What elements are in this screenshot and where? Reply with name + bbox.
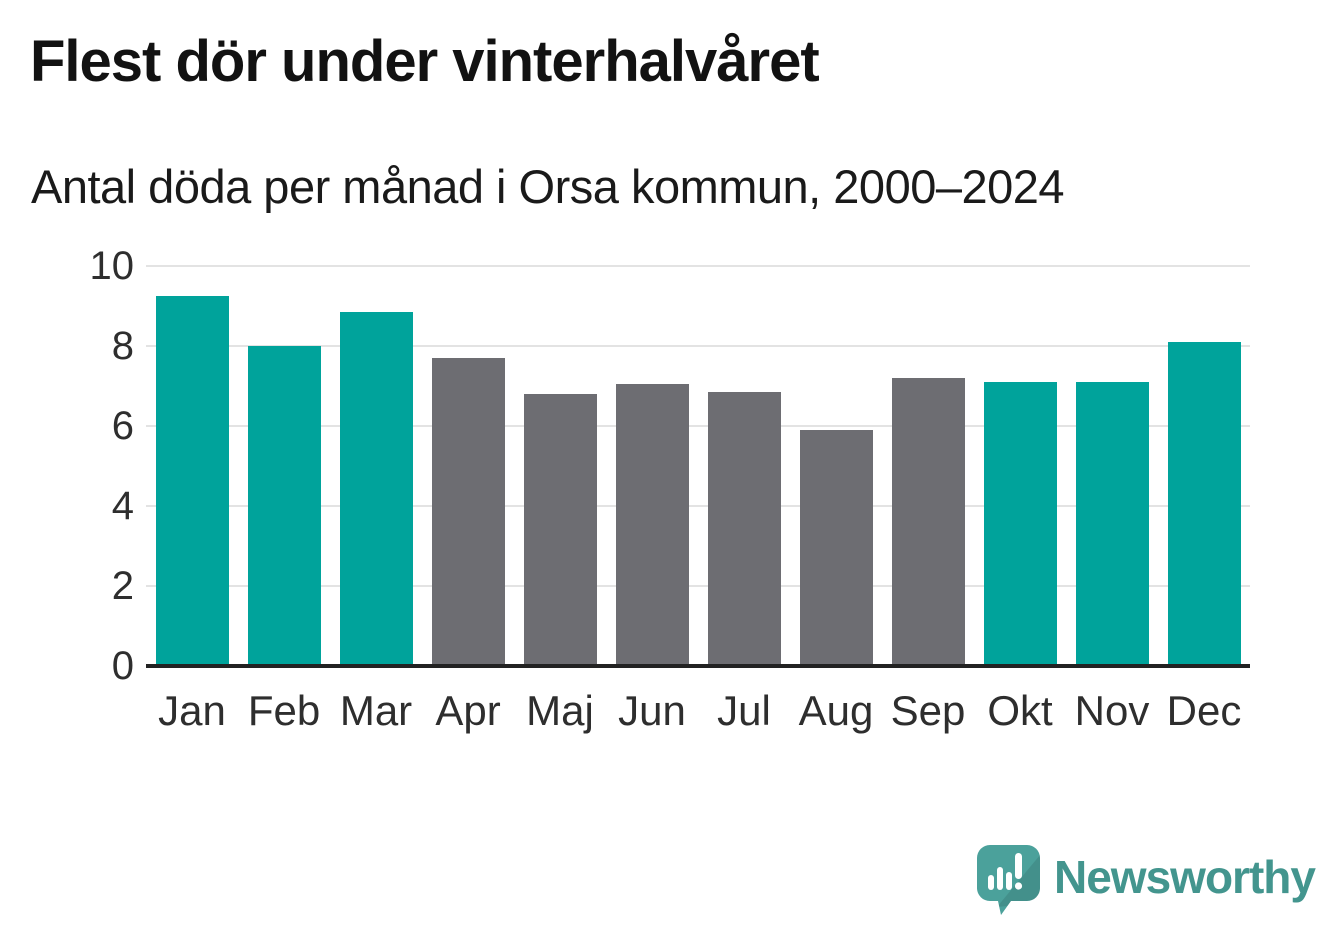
bar-jul bbox=[707, 392, 781, 666]
bar-dec bbox=[1167, 342, 1241, 666]
bar-jun bbox=[615, 384, 689, 666]
chart-subtitle: Antal döda per månad i Orsa kommun, 2000… bbox=[31, 160, 1065, 213]
y-tick-label-4: 4 bbox=[111, 484, 134, 528]
plot-area bbox=[146, 265, 1250, 666]
bar-sep bbox=[891, 378, 965, 666]
x-tick-label-jan: Jan bbox=[158, 687, 226, 734]
newsworthy-branding: Newsworthy bbox=[977, 845, 1316, 917]
bar-nov bbox=[1075, 382, 1149, 666]
gridline-y-4 bbox=[146, 505, 1250, 507]
x-axis-line bbox=[146, 664, 1250, 668]
newsworthy-wordmark: Newsworthy bbox=[1054, 851, 1316, 903]
y-tick-label-6: 6 bbox=[111, 404, 134, 448]
gridline-y-6 bbox=[146, 425, 1250, 427]
y-tick-label-0: 0 bbox=[111, 644, 134, 688]
x-tick-label-jul: Jul bbox=[717, 687, 771, 734]
bar-mar bbox=[339, 312, 413, 666]
bar-maj bbox=[523, 394, 597, 666]
bar-apr bbox=[431, 358, 505, 666]
y-axis-tick-labels: 0 2 4 6 8 10 bbox=[0, 246, 135, 686]
x-tick-label-apr: Apr bbox=[435, 687, 501, 734]
y-tick-label-8: 8 bbox=[111, 324, 134, 368]
newsworthy-logo-icon bbox=[977, 845, 1040, 915]
logo-exclamation-bar bbox=[1015, 853, 1022, 879]
gridline-y-10 bbox=[146, 265, 1250, 267]
bar-feb bbox=[247, 346, 321, 666]
x-tick-label-aug: Aug bbox=[798, 687, 874, 734]
x-tick-label-sep: Sep bbox=[890, 687, 966, 734]
x-tick-label-dec: Dec bbox=[1166, 687, 1242, 734]
gridline-y-2 bbox=[146, 585, 1250, 587]
x-tick-label-nov: Nov bbox=[1074, 687, 1150, 734]
x-tick-label-maj: Maj bbox=[526, 687, 594, 734]
y-tick-label-10: 10 bbox=[89, 244, 135, 288]
bubble-fold-shade bbox=[997, 855, 1040, 907]
x-axis-tick-labels: Jan Feb Mar Apr Maj Jun Jul Aug Sep Okt Nov Dec bbox=[146, 686, 1250, 746]
logo-bar-2 bbox=[997, 867, 1003, 890]
logo-bar-1 bbox=[988, 875, 994, 890]
bar-aug bbox=[799, 430, 873, 666]
logo-bar-3 bbox=[1006, 872, 1012, 890]
logo-exclamation-dot bbox=[1014, 882, 1023, 890]
x-tick-label-okt: Okt bbox=[987, 687, 1053, 734]
gridline-y-8 bbox=[146, 345, 1250, 347]
bar-jan bbox=[155, 296, 229, 666]
x-tick-label-feb: Feb bbox=[247, 687, 321, 734]
chart-title: Flest dör under vinterhalvåret bbox=[30, 29, 820, 94]
x-tick-label-jun: Jun bbox=[618, 687, 686, 734]
bar-okt bbox=[983, 382, 1057, 666]
y-tick-label-2: 2 bbox=[111, 564, 134, 608]
x-tick-label-mar: Mar bbox=[339, 687, 413, 734]
